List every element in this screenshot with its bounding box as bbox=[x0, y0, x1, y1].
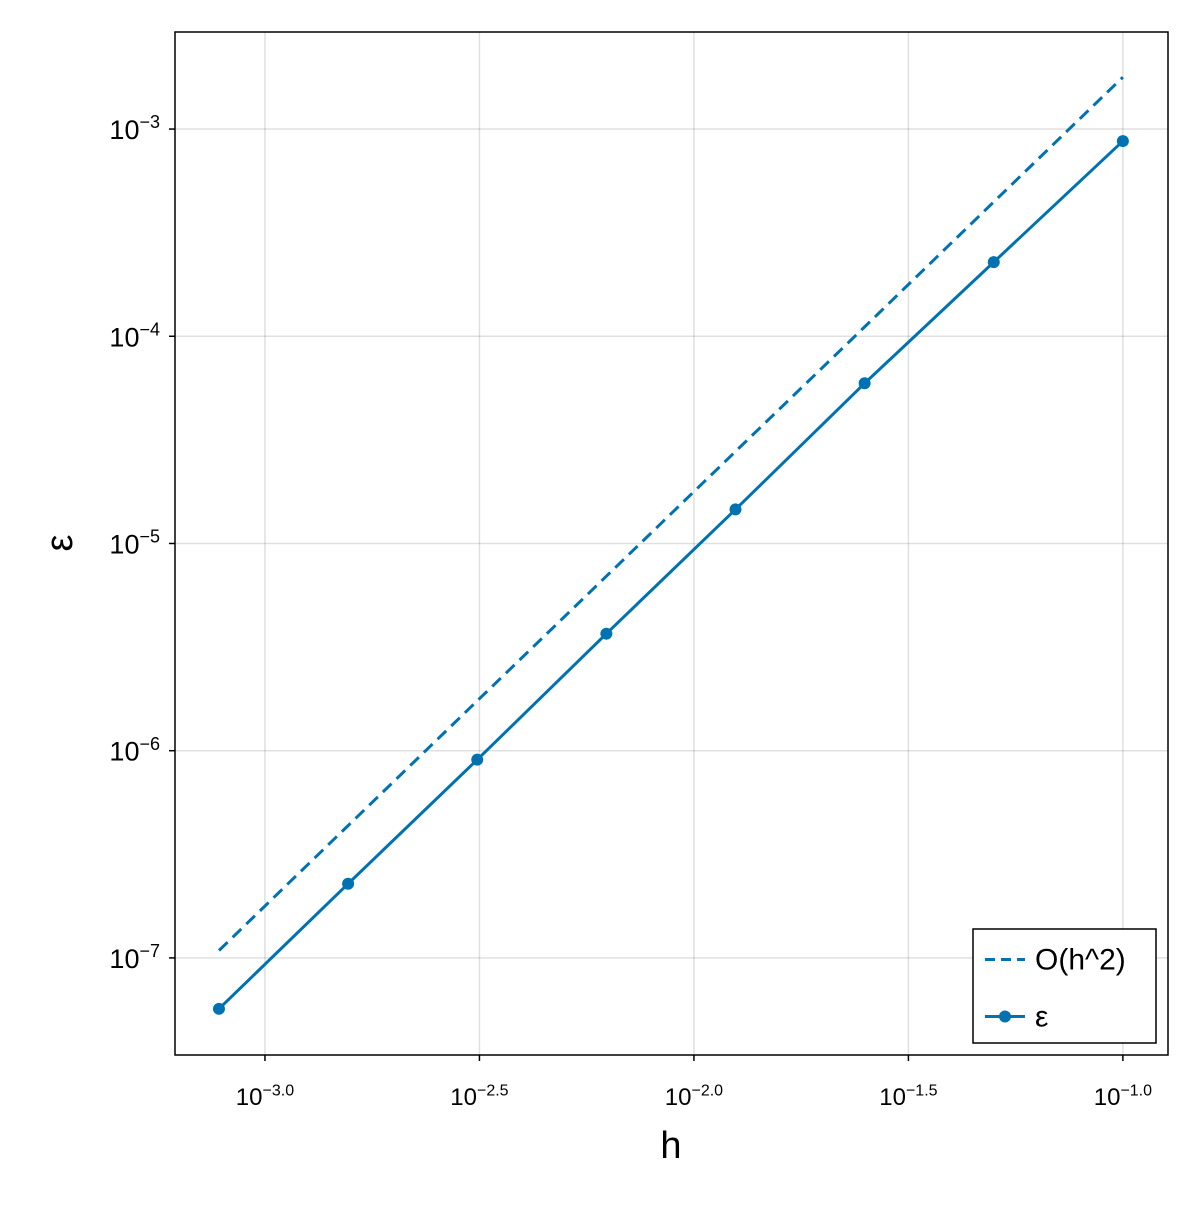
y-tick-label: 10−4 bbox=[109, 319, 160, 352]
legend-label: O(h^2) bbox=[1035, 944, 1126, 977]
data-point bbox=[729, 503, 742, 516]
series-line bbox=[217, 139, 1124, 1010]
legend-box bbox=[972, 928, 1157, 1044]
y-tick-label: 10−3 bbox=[109, 112, 160, 145]
data-point bbox=[342, 877, 355, 890]
x-tick-label: 10−1.0 bbox=[1094, 1082, 1152, 1111]
y-tick-label: 10−7 bbox=[109, 941, 160, 974]
data-point bbox=[987, 256, 1000, 269]
x-tick-label: 10−3.0 bbox=[236, 1082, 294, 1111]
data-point bbox=[600, 627, 613, 640]
x-tick-label: 10−1.5 bbox=[879, 1082, 937, 1111]
y-tick-label: 10−6 bbox=[109, 734, 160, 767]
data-point bbox=[212, 1002, 225, 1015]
plot-frame bbox=[174, 31, 1169, 1056]
y-axis-label: ε bbox=[39, 534, 81, 551]
data-point bbox=[858, 377, 871, 390]
legend-marker bbox=[999, 1010, 1011, 1023]
x-axis-label: h bbox=[660, 1125, 681, 1167]
x-tick-label: 10−2.0 bbox=[665, 1082, 723, 1111]
legend-label: ε bbox=[1035, 1001, 1048, 1034]
data-point bbox=[1116, 135, 1129, 148]
data-point bbox=[471, 753, 484, 766]
y-tick-label: 10−5 bbox=[109, 527, 160, 560]
series-line bbox=[217, 76, 1124, 952]
x-tick-label: 10−2.5 bbox=[450, 1082, 508, 1111]
